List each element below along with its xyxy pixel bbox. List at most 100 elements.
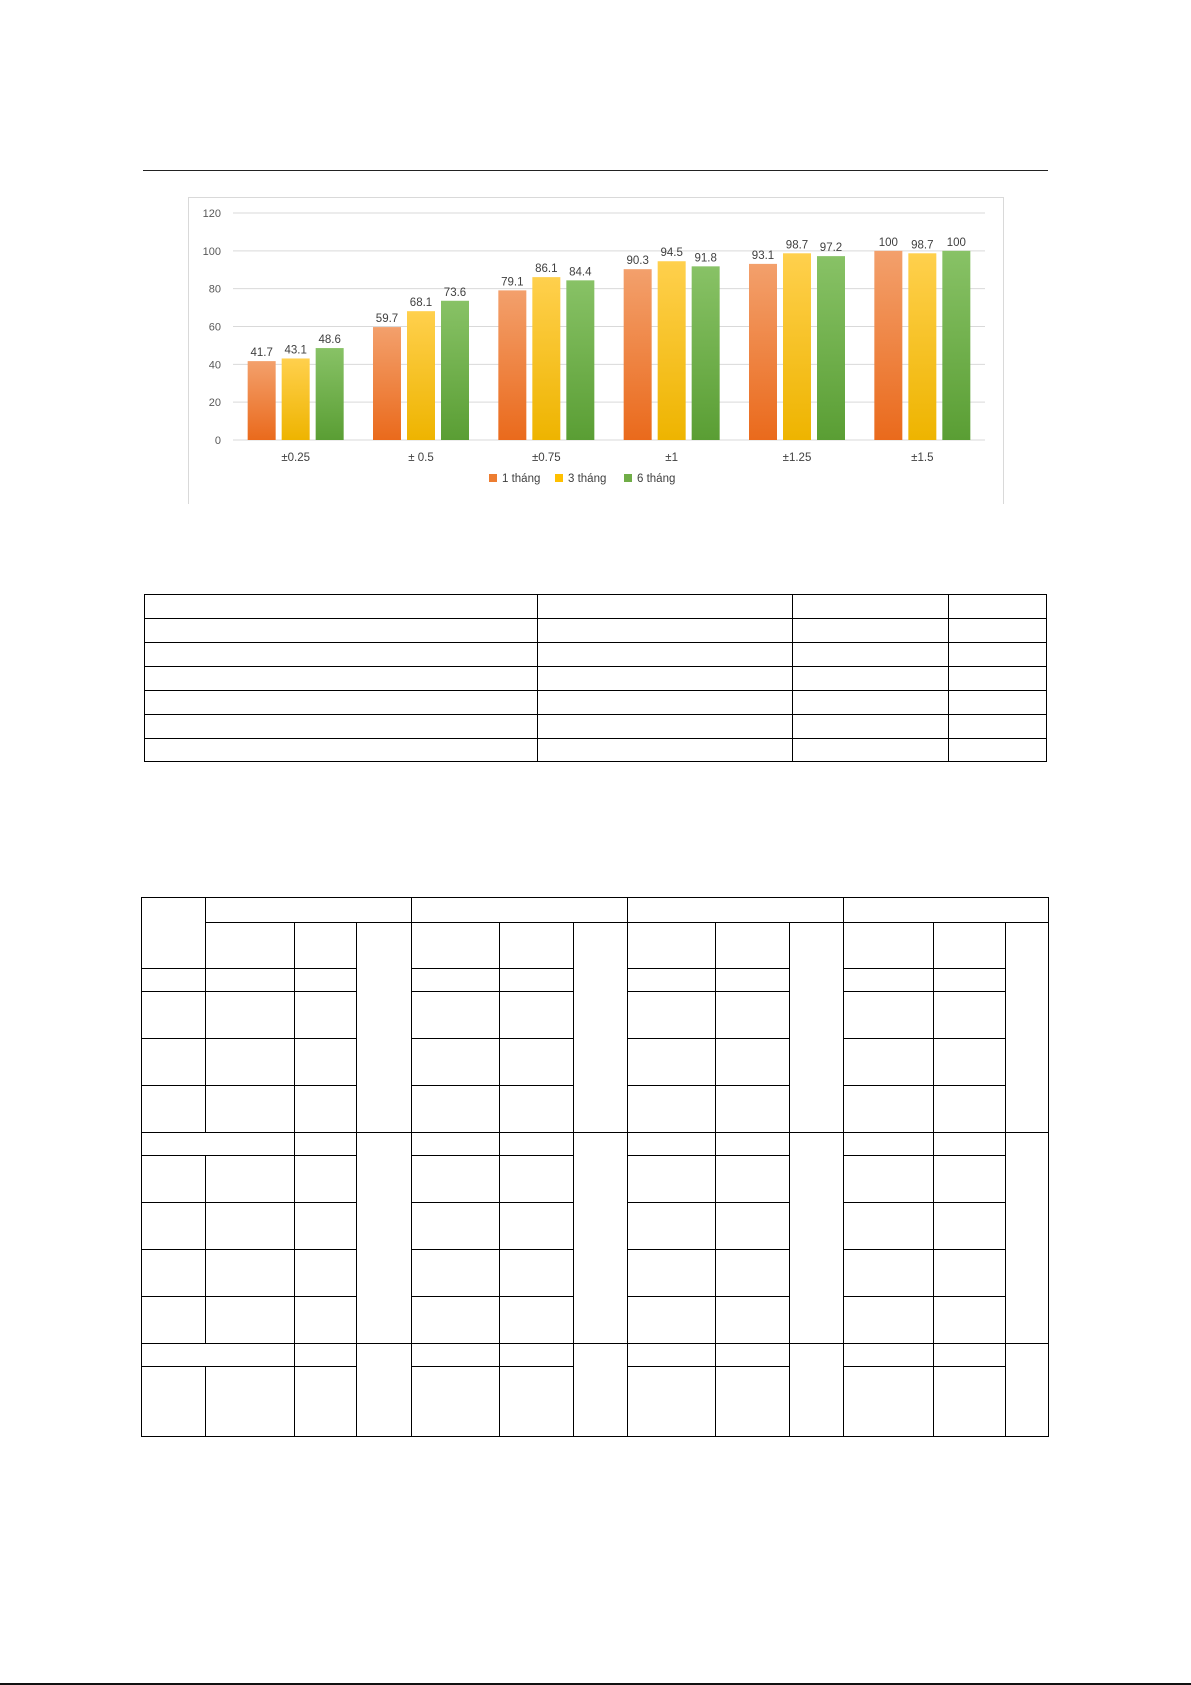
table-cell [789,1132,844,1344]
data-label: 100 [879,237,898,249]
data-label: 86.1 [535,263,557,275]
bar [532,277,561,440]
table-cell [537,594,793,619]
legend-label: 1 tháng [502,473,540,485]
table-cell [499,1366,574,1437]
y-tick-label: 60 [209,322,221,334]
table-cell [843,897,1049,923]
x-tick-label: ±1.25 [783,452,812,464]
table-cell [294,1202,357,1250]
table-cell [792,690,949,715]
data-label: 68.1 [410,297,432,309]
table-cell [948,642,1047,667]
bar [281,358,310,440]
table-cell [715,1343,790,1367]
table-cell [499,1155,574,1203]
bar [942,250,971,440]
table-cell [294,1132,357,1156]
table-cell [144,594,538,619]
table-cell [294,1249,357,1297]
table-cell [792,666,949,691]
bar-chart: 0 20 40 60 80 100 120 41.7 43.1 48.6 ±0.25 59.7 68.1… [203,208,985,485]
table-cell [141,1155,206,1203]
table-cell [627,1343,716,1367]
table-cell [411,1132,500,1156]
data-label: 41.7 [250,347,272,359]
table-cell [715,1132,790,1156]
table-cell [499,1085,574,1133]
table-cell [627,1085,716,1133]
table-cell [792,642,949,667]
data-label: 98.7 [911,239,933,251]
table-cell [205,1366,295,1437]
table-cell [411,897,628,923]
table-cell [144,690,538,715]
table-cell [294,1085,357,1133]
table-cell [948,666,1047,691]
table-cell [499,1343,574,1367]
table-cell [411,922,500,969]
table-cell [627,1202,716,1250]
table-cell [933,1296,1006,1344]
table-cell [411,1038,500,1086]
bar [247,361,276,440]
bar [908,253,937,440]
bar [407,311,435,440]
table-cell [933,1249,1006,1297]
table-cell [843,1249,934,1297]
table-cell [499,968,574,992]
table-cell [627,1132,716,1156]
table-cell [144,666,538,691]
data-label: 98.7 [786,239,808,251]
table-cell [843,1366,934,1437]
x-tick-label: ± 0.5 [408,452,434,464]
x-tick-label: ±1 [665,452,678,464]
bar [749,263,777,440]
table-cell [537,642,793,667]
table-cell [627,991,716,1039]
table-cell [627,1366,716,1437]
table-cell [411,1085,500,1133]
table-cell [573,922,628,1133]
table-cell [537,714,793,739]
table-cell [933,1085,1006,1133]
bar [315,348,344,440]
table-cell [715,1038,790,1086]
table-cell [294,991,357,1039]
table-cell [141,1249,206,1297]
table-cell [715,922,790,969]
top-rule [143,170,1048,171]
y-tick-label: 0 [215,435,221,447]
bar [817,256,845,440]
table-cell [141,897,206,969]
data-label: 48.6 [318,334,340,346]
table-cell [144,618,538,643]
bar [657,261,686,440]
table-cell [411,1155,500,1203]
y-tick-label: 80 [209,284,221,296]
table-cell [792,714,949,739]
table-cell [411,1202,500,1250]
table-cell [933,1202,1006,1250]
table-cell [411,968,500,992]
table-cell [537,738,793,762]
bar [874,250,903,440]
table-cell [294,1038,357,1086]
table-cell [715,1155,790,1203]
table-cell [499,1296,574,1344]
table-cell [715,1366,790,1437]
table-cell [715,1249,790,1297]
table-cell [627,1249,716,1297]
table-cell [627,968,716,992]
table-cell [205,968,295,992]
data-label: 73.6 [444,287,466,299]
table-cell [205,1202,295,1250]
table-cell [948,618,1047,643]
table-cell [294,1366,357,1437]
table-cell [843,922,934,969]
table-cell [141,1366,206,1437]
data-label: 59.7 [376,313,398,325]
table-cell [573,1343,628,1437]
data-label: 43.1 [284,344,306,356]
table-cell [627,922,716,969]
